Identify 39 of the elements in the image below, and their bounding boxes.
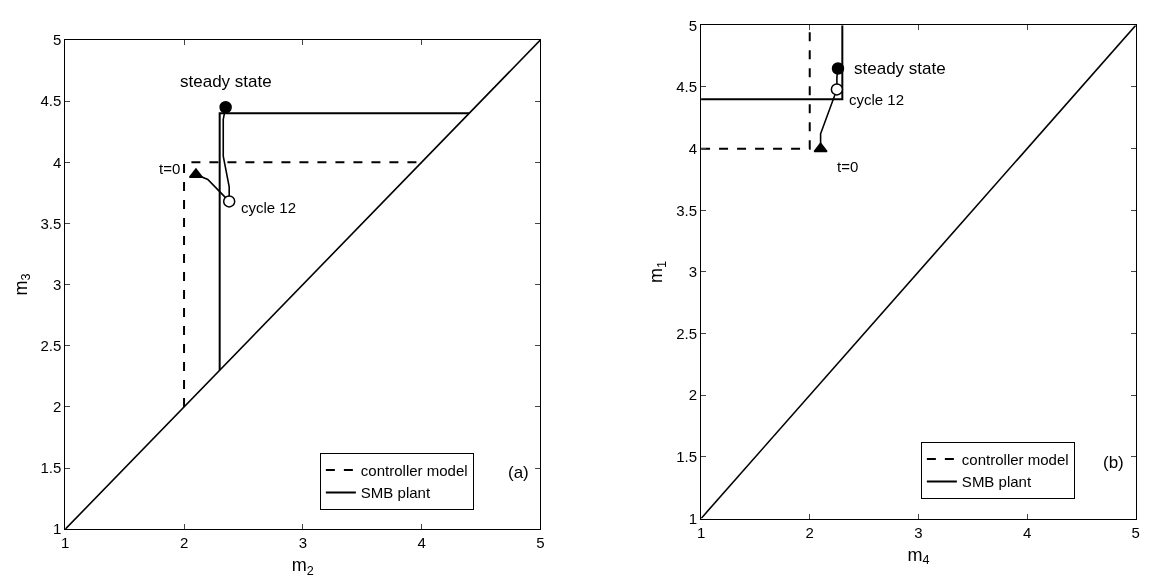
x-tick-label: 5 bbox=[536, 534, 545, 552]
y-tick-label: 1 bbox=[688, 509, 698, 527]
annotation: (b) bbox=[1103, 453, 1124, 472]
annotation: (a) bbox=[508, 463, 529, 482]
y-tick-label: 5 bbox=[52, 31, 62, 49]
y-tick-label: 3 bbox=[52, 275, 62, 293]
x-tick-label: 4 bbox=[1022, 523, 1032, 541]
annotation: cycle 12 bbox=[849, 91, 905, 108]
y-tick-label: 2 bbox=[688, 386, 698, 404]
x-tick-label: 4 bbox=[417, 534, 426, 552]
annotation: t=0 bbox=[159, 160, 181, 177]
y-tick-label: 4.5 bbox=[676, 78, 698, 96]
annotation: steady state bbox=[854, 59, 946, 78]
y-tick-label: 2.5 bbox=[40, 336, 62, 354]
y-tick-label: 3.5 bbox=[676, 201, 698, 219]
y-tick-label: 2 bbox=[52, 398, 62, 416]
y-tick-label: 3 bbox=[688, 263, 698, 281]
y-tick-label: 4.5 bbox=[40, 92, 62, 110]
x-tick-label: 5 bbox=[1131, 523, 1140, 541]
y-tick-label: 4 bbox=[52, 153, 62, 171]
legend-label: controller model bbox=[360, 461, 468, 479]
y-tick-label: 5 bbox=[688, 16, 698, 34]
legend-label: SMB plant bbox=[961, 473, 1032, 491]
y-tick-label: 1.5 bbox=[40, 459, 62, 477]
x-axis-title: m$_{4}$ bbox=[907, 544, 930, 568]
x-tick-label: 3 bbox=[914, 523, 923, 541]
y-tick-label: 3.5 bbox=[40, 214, 62, 232]
annotation: steady state bbox=[180, 72, 272, 91]
x-tick-label: 2 bbox=[805, 523, 814, 541]
y-tick-label: 1.5 bbox=[676, 448, 698, 466]
x-tick-label: 3 bbox=[298, 534, 307, 552]
x-tick-label: 2 bbox=[179, 534, 189, 552]
annotation: cycle 12 bbox=[241, 199, 297, 216]
annotation: t=0 bbox=[837, 158, 859, 175]
legend-label: SMB plant bbox=[360, 484, 431, 502]
legend-label: controller model bbox=[961, 450, 1069, 468]
x-axis-title: m$_{2}$ bbox=[291, 555, 314, 579]
y-tick-label: 4 bbox=[688, 139, 698, 157]
y-tick-label: 2.5 bbox=[676, 324, 698, 342]
